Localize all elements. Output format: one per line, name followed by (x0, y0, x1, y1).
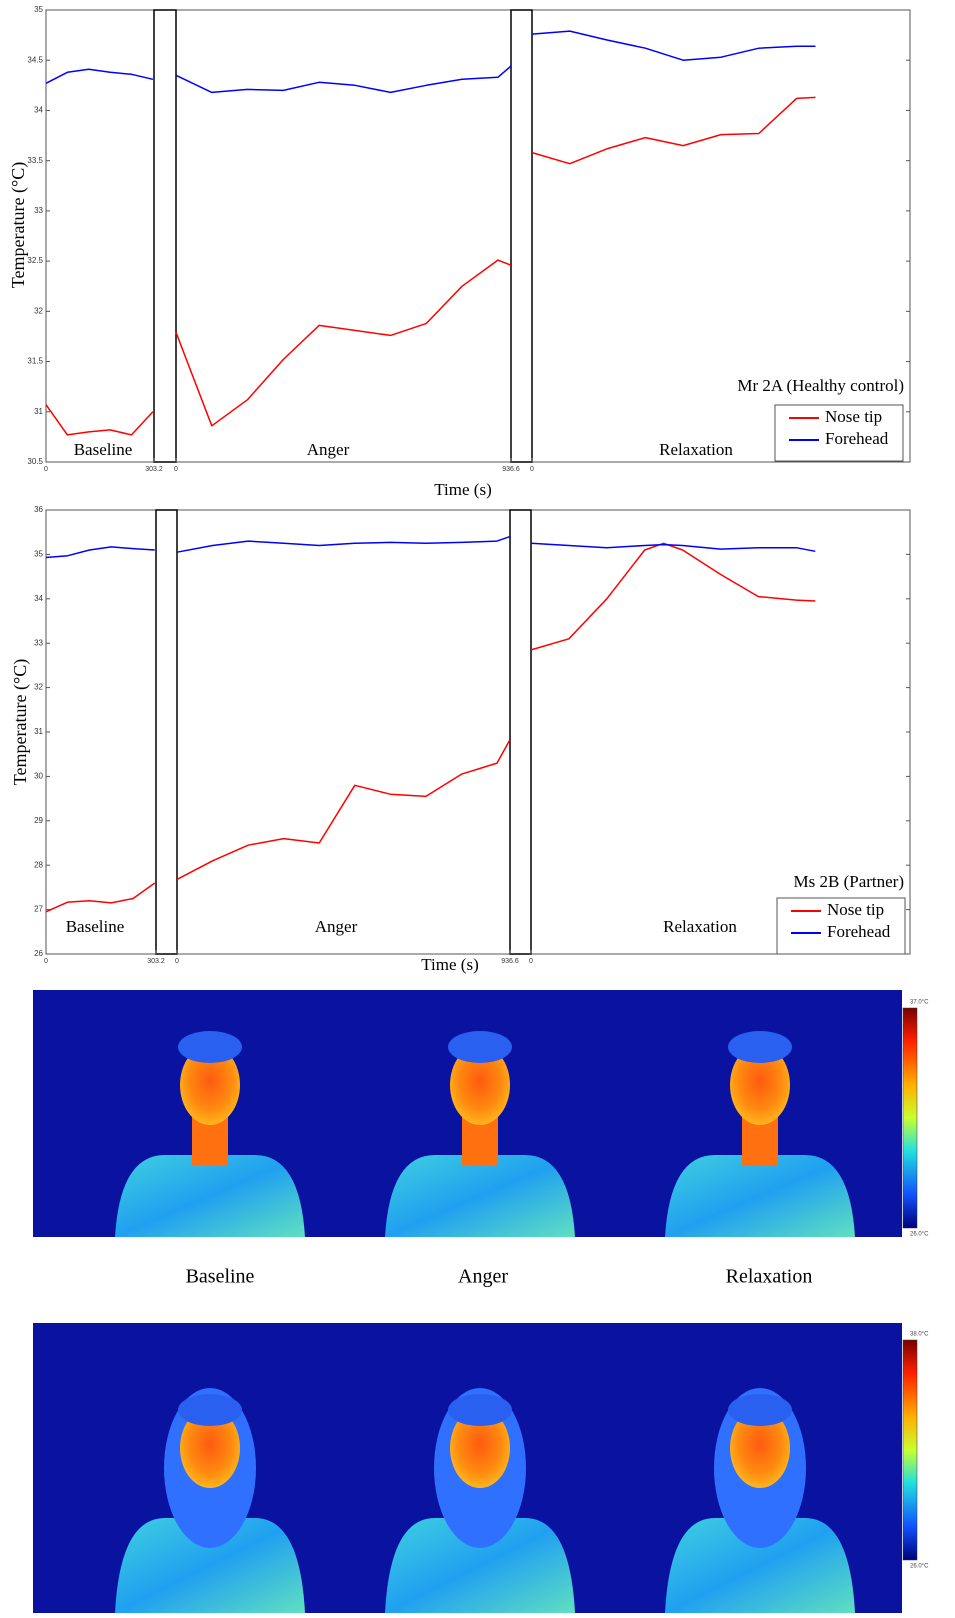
series-line (531, 96, 816, 165)
y-tick-label: 29 (34, 816, 43, 825)
x-tick-label: 0 (530, 466, 534, 473)
torso (385, 1518, 575, 1613)
plot-frame (45, 9, 911, 463)
y-tick-label: 33.5 (27, 156, 43, 165)
series-line (45, 882, 156, 913)
hair-top (728, 1031, 792, 1063)
image-caption: Relaxation (726, 1266, 813, 1288)
panel-label: Anger (315, 917, 358, 936)
hair-top (178, 1031, 242, 1063)
panel-divider (153, 9, 177, 463)
torso (385, 1155, 575, 1237)
y-tick-label: 34.5 (27, 55, 43, 64)
y-tick-label: 32 (34, 683, 43, 692)
hair-top (448, 1031, 512, 1063)
legend-label: Nose tip (825, 407, 882, 426)
y-tick-label: 28 (34, 860, 43, 869)
panel-divider (155, 509, 178, 955)
hair-top (178, 1394, 242, 1426)
face (730, 1045, 790, 1125)
x-tick-label: 0 (44, 958, 48, 965)
x-axis-label: Time (s) (434, 480, 491, 499)
y-tick-label: 35 (34, 5, 43, 14)
panel-label: Baseline (74, 440, 133, 459)
series-line (176, 535, 511, 553)
x-tick-label: 0 (174, 466, 178, 473)
face (730, 1408, 790, 1488)
legend-label: Forehead (827, 922, 891, 941)
x-tick-label: 303.2 (147, 958, 165, 965)
y-tick-label: 34 (34, 106, 43, 115)
scale-max: 38.0°C (910, 1332, 929, 1338)
face (450, 1045, 510, 1125)
series-line (530, 542, 816, 651)
image-caption: Anger (458, 1266, 508, 1288)
x-tick-label: 0 (175, 958, 179, 965)
y-tick-label: 32 (34, 306, 43, 315)
panel-divider (509, 509, 532, 955)
y-tick-label: 31 (34, 407, 43, 416)
image-caption: Baseline (186, 1266, 255, 1288)
hair-top (448, 1394, 512, 1426)
y-tick-label: 33 (34, 638, 43, 647)
hair-top (728, 1394, 792, 1426)
annotation: Mr 2A (Healthy control) (737, 376, 904, 395)
series-line (45, 68, 154, 84)
panel-label: Relaxation (659, 440, 733, 459)
series-line (175, 65, 512, 94)
y-axis-label: Temperature (°C) (10, 659, 31, 785)
y-tick-label: 30.5 (27, 457, 43, 466)
x-tick-label: 303.2 (145, 466, 163, 473)
scale-min: 26.0°C (910, 1564, 929, 1570)
x-tick-label: 0 (44, 466, 48, 473)
y-tick-label: 31.5 (27, 357, 43, 366)
face (180, 1045, 240, 1125)
torso (665, 1518, 855, 1613)
series-line (45, 404, 154, 436)
y-tick-label: 33 (34, 206, 43, 215)
x-tick-label: 936.6 (502, 466, 520, 473)
y-tick-label: 36 (34, 505, 43, 514)
legend-label: Forehead (825, 429, 889, 448)
y-tick-label: 30 (34, 772, 43, 781)
color-bar (902, 1007, 918, 1229)
y-tick-label: 31 (34, 727, 43, 736)
y-tick-label: 26 (34, 949, 43, 958)
y-tick-label: 32.5 (27, 256, 43, 265)
face (450, 1408, 510, 1488)
annotation: Ms 2B (Partner) (794, 872, 904, 891)
series-line (175, 259, 512, 427)
legend-label: Nose tip (827, 900, 884, 919)
legend-box (774, 404, 904, 462)
panel-divider (510, 9, 533, 463)
scale-max: 37.0°C (910, 1000, 929, 1006)
scale-min: 26.0°C (910, 1232, 929, 1238)
y-axis-label: Temperature (°C) (8, 162, 29, 288)
x-tick-label: 0 (529, 958, 533, 965)
y-tick-label: 35 (34, 550, 43, 559)
panel-label: Baseline (66, 917, 125, 936)
y-tick-label: 34 (34, 594, 43, 603)
face (180, 1408, 240, 1488)
torso (665, 1155, 855, 1237)
series-line (531, 30, 816, 61)
legend-box (776, 897, 906, 955)
y-tick-label: 27 (34, 905, 43, 914)
torso (115, 1518, 305, 1613)
torso (115, 1155, 305, 1237)
series-line (176, 739, 511, 881)
series-line (45, 546, 155, 559)
panel-label: Anger (307, 440, 350, 459)
x-tick-label: 936.6 (501, 958, 519, 965)
panel-label: Relaxation (663, 917, 737, 936)
color-bar (902, 1339, 918, 1561)
x-axis-label: Time (s) (421, 955, 478, 974)
series-line (530, 542, 816, 553)
